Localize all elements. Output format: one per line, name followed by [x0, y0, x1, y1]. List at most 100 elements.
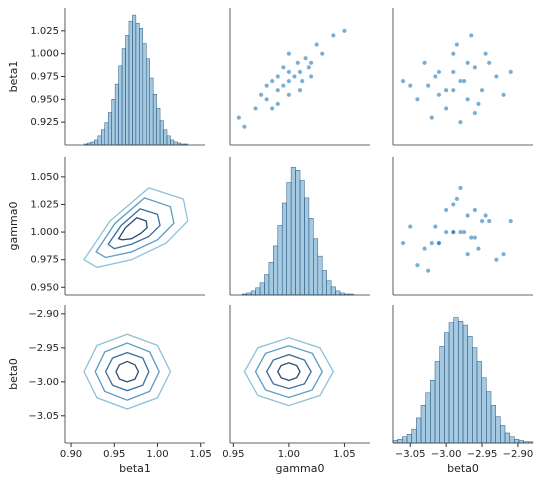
- x-tick-label: 1.05: [333, 449, 355, 460]
- x-tick-label: 1.05: [190, 449, 212, 460]
- y-axis-label: beta0: [7, 358, 20, 390]
- kde-contour: [243, 336, 335, 407]
- hist-bar: [458, 321, 464, 444]
- hist-bar: [321, 270, 327, 296]
- x-tick-label: 0.95: [103, 449, 125, 460]
- hist-bar: [402, 436, 408, 444]
- scatter-point: [479, 87, 485, 93]
- scatter-point: [407, 83, 413, 88]
- y-tick-label: 0.950: [30, 282, 59, 293]
- scatter-point: [443, 106, 449, 111]
- scatter-point: [342, 28, 347, 34]
- scatter-point: [494, 257, 499, 263]
- hist-bar: [416, 417, 422, 444]
- scatter-point: [253, 106, 258, 111]
- x-axis-label: beta0: [447, 462, 479, 475]
- hist-bar: [481, 377, 487, 444]
- scatter-point: [465, 60, 471, 66]
- scatter-point: [501, 251, 506, 257]
- scatter-point: [292, 74, 297, 79]
- scatter-point: [269, 106, 275, 111]
- hist-bar: [268, 262, 274, 296]
- scatter-point: [286, 51, 292, 57]
- hist-bar: [163, 129, 168, 146]
- scatter-point: [465, 96, 471, 102]
- scatter-point: [295, 60, 301, 66]
- scatter-point: [479, 218, 485, 224]
- kde-contour: [83, 187, 189, 269]
- scatter-point: [436, 69, 442, 75]
- scatter-point: [303, 55, 308, 61]
- hist-bar: [277, 225, 283, 296]
- scatter-point: [436, 240, 442, 246]
- scatter-point: [468, 33, 474, 38]
- hist-bar: [125, 35, 130, 146]
- scatter-point: [286, 92, 292, 98]
- hist-bar: [313, 238, 319, 296]
- hist-bar: [504, 432, 510, 444]
- hist-bar: [118, 65, 123, 146]
- x-tick-label: −3.00: [431, 449, 462, 460]
- scatter-point: [501, 92, 506, 98]
- scatter-point: [308, 60, 314, 66]
- scatter-point: [476, 101, 481, 107]
- hist-bar: [166, 135, 171, 146]
- hist-bar: [156, 108, 161, 146]
- scatter-point: [450, 51, 456, 57]
- hist-bar: [514, 438, 520, 444]
- scatter-point: [407, 224, 413, 229]
- scatter-point: [400, 240, 406, 246]
- hist-bar: [121, 48, 126, 146]
- scatter-point: [450, 69, 456, 75]
- scatter-point: [314, 42, 320, 47]
- hist-bar: [397, 438, 403, 444]
- scatter-point: [465, 251, 471, 257]
- hist-bar: [462, 324, 468, 444]
- scatter-point: [299, 78, 305, 84]
- scatter-point: [330, 33, 336, 38]
- y-tick-label: 0.975: [30, 255, 59, 266]
- scatter-point: [494, 74, 499, 79]
- scatter-point: [454, 196, 460, 202]
- scatter-point: [472, 65, 478, 70]
- hist-bar: [173, 141, 178, 146]
- kde-contour: [95, 197, 175, 259]
- scatter-point: [436, 92, 442, 98]
- hist-bar: [149, 77, 154, 146]
- hist-bar: [420, 405, 426, 444]
- x-tick-label: −2.95: [467, 449, 498, 460]
- hist-bar: [453, 317, 459, 444]
- scatter-point: [508, 69, 514, 75]
- hist-bar: [490, 405, 496, 444]
- x-tick-label: 0.95: [222, 449, 244, 460]
- hist-bar: [104, 122, 109, 146]
- hist-bar: [139, 28, 144, 146]
- hist-bar: [317, 255, 323, 296]
- y-tick-label: −3.00: [28, 377, 59, 388]
- hist-bar: [439, 346, 445, 444]
- scatter-point: [458, 185, 463, 191]
- hist-bar: [500, 425, 506, 444]
- hist-bar: [326, 280, 332, 296]
- y-tick-label: 0.925: [30, 117, 59, 128]
- scatter-point: [264, 96, 270, 102]
- hist-bar: [97, 135, 102, 146]
- scatter-point: [508, 218, 514, 224]
- scatter-point: [422, 246, 427, 251]
- scatter-point: [472, 110, 478, 116]
- scatter-point: [433, 224, 438, 229]
- hist-bar: [467, 336, 473, 444]
- scatter-point: [308, 74, 314, 79]
- scatter-point: [297, 87, 303, 93]
- scatter-point: [280, 83, 286, 88]
- scatter-point: [286, 69, 292, 75]
- scatter-point: [454, 42, 460, 47]
- scatter-point: [433, 74, 438, 79]
- y-tick-label: 1.025: [30, 199, 59, 210]
- scatter-point: [461, 78, 467, 84]
- hist-bar: [425, 392, 431, 444]
- scatter-point: [425, 83, 431, 88]
- hist-bar: [411, 428, 417, 444]
- hist-bar: [114, 83, 119, 146]
